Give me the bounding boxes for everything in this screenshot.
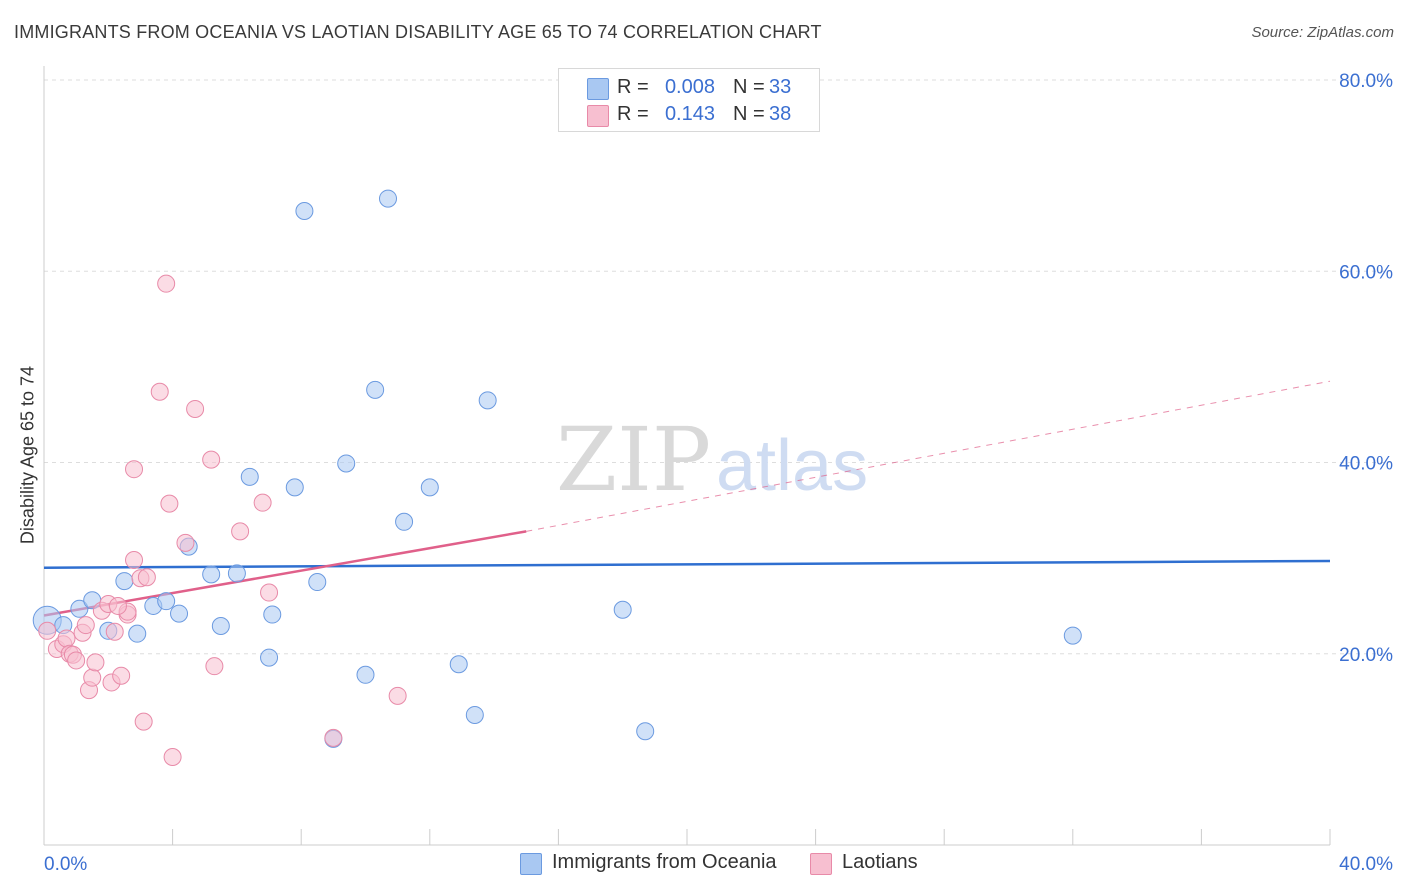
y-tick-label: 80.0% [1339, 71, 1393, 92]
data-point [86, 653, 105, 672]
legend-n-value: 38 [769, 103, 792, 125]
data-point [231, 522, 250, 541]
data-point [260, 648, 279, 667]
legend-r-label: R = [617, 76, 649, 98]
data-point [379, 189, 398, 208]
data-point [449, 655, 468, 674]
data-point [395, 512, 414, 531]
tick-labels: 20.0% 40.0% 60.0% 80.0% 0.0% 40.0% [44, 71, 1393, 875]
legend-n-label: N = [733, 76, 765, 98]
legend-n-value: 33 [769, 76, 792, 98]
legend-swatch-oceania [520, 853, 542, 875]
data-point [324, 728, 343, 747]
legend-r-value: 0.008 [664, 76, 715, 98]
data-point [186, 399, 205, 418]
data-point [105, 622, 124, 641]
data-point [465, 705, 484, 724]
watermark-atlas: atlas [716, 426, 868, 506]
watermark: ZIP atlas [556, 408, 868, 511]
data-point [83, 668, 102, 687]
data-point [478, 391, 497, 410]
data-point [128, 624, 147, 643]
legend-swatch-laotians [587, 105, 609, 127]
data-point [211, 617, 230, 636]
data-point [160, 494, 179, 513]
data-point [308, 573, 327, 592]
legend-label-laotians: Laotians [842, 851, 918, 873]
data-point [112, 666, 131, 685]
y-tick-label: 40.0% [1339, 454, 1393, 475]
data-point [125, 460, 144, 479]
data-point [170, 604, 189, 623]
data-point [420, 478, 439, 497]
data-point [157, 274, 176, 293]
data-point [202, 565, 221, 584]
stats-legend: R = 0.008 N = 33 R = 0.143 N = 38 [558, 68, 820, 132]
data-point [366, 380, 385, 399]
data-point [76, 616, 95, 635]
data-point [388, 686, 407, 705]
data-point [240, 467, 259, 486]
data-point [337, 454, 356, 473]
data-point [67, 651, 86, 670]
axes [43, 66, 1331, 846]
legend-swatch-laotians [810, 853, 832, 875]
data-point [202, 450, 221, 469]
data-point [125, 551, 144, 570]
data-point [285, 478, 304, 497]
x-tick-label: 40.0% [1339, 854, 1393, 875]
x-tick-label: 0.0% [44, 854, 87, 875]
data-point [260, 583, 279, 602]
data-points [32, 189, 1082, 767]
data-point [38, 621, 57, 640]
data-point [205, 657, 224, 676]
data-point [227, 564, 246, 583]
data-point [636, 722, 655, 741]
legend-n-label: N = [733, 103, 765, 125]
data-point [163, 748, 182, 767]
data-point [108, 596, 127, 615]
data-point [356, 665, 375, 684]
data-point [70, 599, 89, 618]
data-point [1063, 626, 1082, 645]
source-label: Source: ZipAtlas.com [1251, 24, 1394, 41]
data-point [253, 493, 272, 512]
data-point [176, 533, 195, 552]
chart-title: IMMIGRANTS FROM OCEANIA VS LAOTIAN DISAB… [14, 22, 822, 42]
legend-row-laotians: R = 0.143 N = 38 [559, 100, 819, 128]
watermark-zip: ZIP [556, 408, 711, 511]
legend-label-oceania: Immigrants from Oceania [552, 851, 777, 873]
y-tick-label: 60.0% [1339, 262, 1393, 283]
data-point [613, 600, 632, 619]
data-point [150, 382, 169, 401]
trend-line-dashed-1 [526, 380, 1331, 532]
legend-row-oceania: R = 0.008 N = 33 [559, 73, 819, 101]
data-point [115, 572, 134, 591]
data-point [134, 712, 153, 731]
data-point [137, 568, 156, 587]
data-point [157, 592, 176, 611]
data-point [263, 605, 282, 624]
legend-r-label: R = [617, 103, 649, 125]
legend-r-value: 0.143 [664, 103, 715, 125]
data-point [295, 202, 314, 221]
data-point [57, 629, 76, 648]
trend-line-0 [43, 559, 1331, 569]
y-tick-label: 20.0% [1339, 645, 1393, 666]
legend-swatch-oceania [587, 78, 609, 100]
